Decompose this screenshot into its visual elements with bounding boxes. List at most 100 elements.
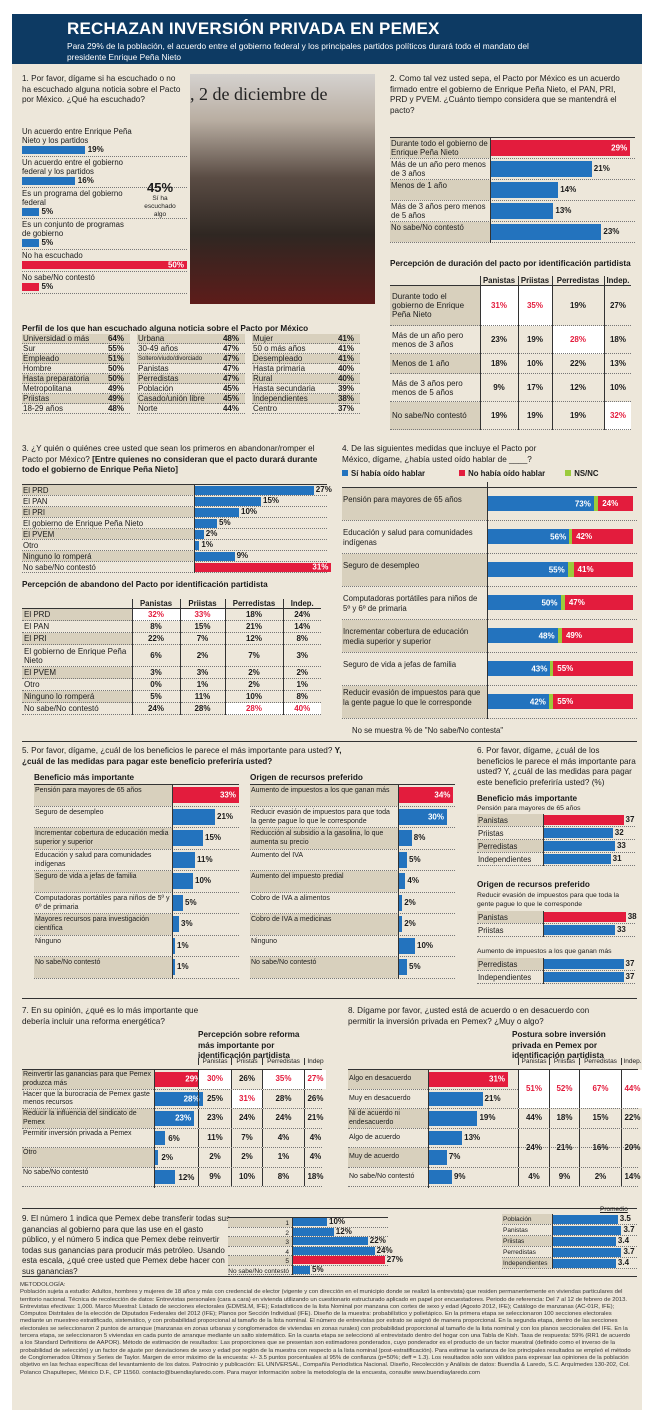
q2-bar — [491, 182, 559, 198]
q4-bar-yes: 56% — [488, 529, 570, 544]
table-cell: 15% — [579, 1109, 621, 1128]
row-divider — [34, 805, 239, 807]
q5-right-label: No sabe/No contestó — [251, 959, 317, 966]
q6-value: 37 — [625, 959, 635, 968]
q2-bar: 29% — [491, 140, 631, 156]
row-shade — [502, 1236, 552, 1246]
q3-bar — [195, 485, 314, 495]
table-cell: 18% — [603, 325, 632, 354]
table-cell: 12% — [224, 632, 283, 645]
q1-question: 1. Por favor, dígame si ha escuchado o n… — [22, 74, 181, 104]
q6-bar — [544, 972, 624, 982]
chart-axis — [292, 1217, 293, 1275]
table-cell: 23% — [479, 325, 518, 354]
row-shade — [348, 1070, 428, 1089]
table-cell: 27% — [304, 1070, 326, 1089]
row-divider — [250, 977, 455, 979]
q7-question: 7. En su opinión, ¿qué es lo más importa… — [22, 1006, 199, 1026]
q4-label: Computadoras portátiles para niños de 5º… — [343, 594, 478, 613]
q6-label: Independientes — [478, 855, 532, 864]
q3-value: 10% — [241, 507, 258, 516]
q9-avg-label: Perredistas — [503, 1249, 536, 1256]
q6-origin-sub1: Reducir evasión de impuestos para que to… — [477, 892, 620, 908]
table-cell: 19% — [551, 401, 604, 430]
row-divider — [34, 934, 239, 936]
q5-left-label: No sabe/No contestó — [35, 959, 101, 966]
q5-right-value: 5% — [409, 854, 421, 864]
table-cell: 31% — [231, 1089, 262, 1108]
q5-left-label: Seguro de vida a jefas de familia — [35, 873, 137, 880]
table-cell: 4% — [304, 1128, 326, 1147]
table-header: Panistas — [198, 1058, 231, 1065]
chart-top-rule — [22, 1069, 322, 1070]
table-cell: 4% — [262, 1128, 304, 1147]
q9-avg-value: 3.5 — [619, 1214, 631, 1223]
q1-item-label: Un acuerdo entre el gobierno federal y l… — [22, 158, 123, 176]
q1-item-label: Es un conjunto de programas de gobierno — [22, 220, 124, 238]
row-divider — [348, 1147, 638, 1148]
table-cell: 19% — [517, 401, 552, 430]
table-cell: 28% — [224, 702, 283, 715]
table-cell: 35% — [517, 285, 552, 326]
blue-swatch-icon — [342, 470, 348, 476]
profile-value: 45% — [217, 383, 245, 394]
q1-summary: 45% Sí ha escuchado algo — [140, 180, 180, 219]
q4-bar-nsnc — [548, 694, 554, 709]
table-cell: 18% — [304, 1167, 326, 1186]
q1-bar-value: 5% — [41, 238, 54, 247]
q8-value: 7% — [448, 1152, 461, 1161]
profile-label: Población — [137, 383, 218, 394]
q3t-table: Panistas Priistas Perredistas Indep. El PRD 3… — [22, 599, 321, 715]
row-divider — [22, 1127, 322, 1129]
q1-bar — [22, 239, 39, 247]
profile-row: Mujer 41% — [252, 334, 360, 344]
q4-bar-no: 41% — [573, 562, 633, 577]
row-divider — [250, 934, 455, 936]
q3-table-title: Percepción de abandono del Pacto por ide… — [22, 580, 268, 589]
q7-bar: 28% — [155, 1091, 203, 1106]
q6-label: Priistas — [478, 829, 504, 838]
q3-bar — [195, 529, 204, 539]
q9-value: 10% — [329, 1217, 346, 1227]
table-cell: 32% — [131, 608, 180, 621]
q4-bar-yes: 48% — [488, 628, 558, 643]
q5-left-bar — [173, 959, 175, 976]
header: RECHAZAN INVERSIÓN PRIVADA EN PEMEX Para… — [12, 14, 642, 64]
q1-bar — [22, 146, 85, 154]
row-shade — [250, 957, 398, 978]
profile-row: 18-29 años 48% — [22, 403, 130, 414]
q1-item-label: Un acuerdo entre Enrique Peña Nieto y lo… — [22, 127, 132, 145]
table-header: Perredistas — [579, 1058, 621, 1065]
q3-value: 2% — [205, 529, 218, 538]
profile-value: 39% — [331, 383, 360, 394]
q1-item-label: No sabe/No contestó — [22, 273, 95, 282]
row-divider — [22, 539, 327, 540]
profile-label: Priistas — [22, 393, 103, 404]
q7-value: 23% — [175, 1113, 192, 1123]
chart-top-rule — [22, 484, 327, 485]
table-cell: 26% — [231, 1070, 262, 1089]
table-cell: 15% — [179, 620, 225, 633]
q4-value-yes: 73% — [574, 499, 591, 508]
profile-label: Independientes — [252, 393, 332, 404]
row-divider — [348, 1186, 638, 1187]
q2-value: 13% — [555, 206, 572, 215]
table-cell: 2% — [282, 666, 321, 679]
q5-right-label: Aumento de impuestos a los que ganan más — [251, 787, 390, 794]
row-shade — [22, 485, 194, 495]
table-cell: 5% — [131, 690, 180, 703]
q9-label: 5 — [285, 1258, 289, 1265]
table-cell: 3% — [282, 644, 321, 667]
q5-left-label: Mayores recursos para investigación cien… — [35, 916, 149, 932]
q5-right-value: 10% — [417, 940, 434, 950]
table-row-label: El PAN — [22, 620, 132, 633]
q3-label: El PRI — [23, 508, 46, 517]
profile-row: Priistas 49% — [22, 393, 130, 404]
table-header-blank — [22, 599, 132, 609]
q9-avg-title: Promedio — [600, 1206, 628, 1213]
profile-label: Soltero/viudo/divorciado — [137, 353, 218, 364]
table-cell: 23% — [198, 1109, 231, 1128]
row-shade — [390, 180, 490, 200]
q8-question: 8. Dígame por favor, ¿usted está de acue… — [348, 1006, 590, 1026]
profile-row: 50 o más años 41% — [252, 343, 360, 354]
